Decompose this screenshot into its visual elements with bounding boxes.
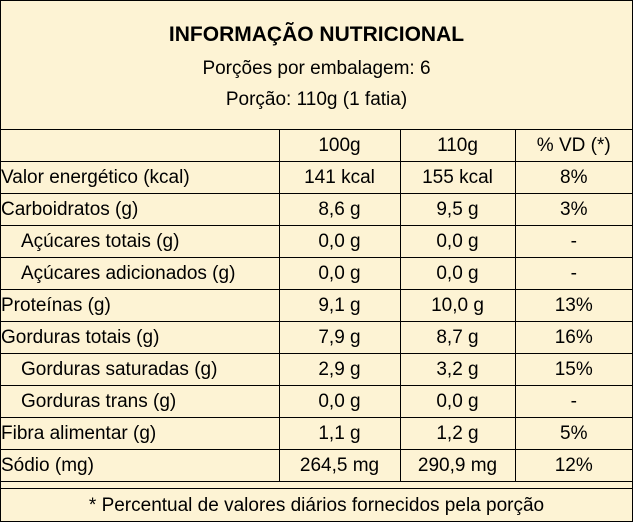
servings-per-package: Porções por embalagem: 6: [202, 58, 431, 79]
table-row: Gorduras saturadas (g) 2,9 g 3,2 g 15%: [1, 353, 632, 386]
footnote: * Percentual de valores diários fornecid…: [1, 488, 632, 522]
value-vd: 5%: [514, 417, 632, 450]
value-100g: 0,0 g: [278, 225, 401, 258]
value-vd: 8%: [514, 161, 632, 194]
nutrition-title: INFORMAÇÃO NUTRICIONAL: [168, 23, 465, 46]
nutrient-name: Gorduras saturadas (g): [1, 353, 280, 386]
value-vd: 12%: [514, 449, 632, 482]
nutrient-name: Açúcares adicionados (g): [1, 257, 280, 290]
value-110g: 155 kcal: [399, 161, 516, 194]
value-100g: 0,0 g: [278, 257, 401, 290]
value-vd: 13%: [514, 289, 632, 322]
table-row: Gorduras trans (g) 0,0 g 0,0 g -: [1, 385, 632, 418]
nutrient-name: Carboidratos (g): [1, 193, 280, 226]
nutrient-name: Fibra alimentar (g): [1, 417, 280, 450]
value-vd: 16%: [514, 321, 632, 354]
portion-size: Porção: 110g (1 fatia): [225, 89, 408, 110]
value-100g: 9,1 g: [278, 289, 401, 322]
value-110g: 0,0 g: [399, 225, 516, 258]
header-cell-vd: % VD (*): [514, 130, 632, 162]
value-100g: 141 kcal: [278, 161, 401, 194]
header-cell-100g: 100g: [278, 130, 401, 162]
nutrient-name: Proteínas (g): [1, 289, 280, 322]
value-110g: 0,0 g: [399, 257, 516, 290]
value-110g: 0,0 g: [399, 385, 516, 418]
value-110g: 3,2 g: [399, 353, 516, 386]
table-row: Carboidratos (g) 8,6 g 9,5 g 3%: [1, 193, 632, 226]
table-row: Gorduras totais (g) 7,9 g 8,7 g 16%: [1, 321, 632, 354]
nutrient-name: Gorduras trans (g): [1, 385, 280, 418]
table-row: Açúcares totais (g) 0,0 g 0,0 g -: [1, 225, 632, 258]
value-vd: 15%: [514, 353, 632, 386]
value-100g: 264,5 mg: [278, 449, 401, 482]
value-110g: 9,5 g: [399, 193, 516, 226]
value-100g: 7,9 g: [278, 321, 401, 354]
table-header-row: 100g 110g % VD (*): [1, 130, 632, 162]
table-row: Sódio (mg) 264,5 mg 290,9 mg 12%: [1, 449, 632, 482]
table-row: Valor energético (kcal) 141 kcal 155 kca…: [1, 161, 632, 194]
value-vd: -: [514, 257, 632, 290]
header-cell-110g: 110g: [399, 130, 516, 162]
value-110g: 1,2 g: [399, 417, 516, 450]
nutrient-name: Valor energético (kcal): [1, 161, 280, 194]
value-100g: 0,0 g: [278, 385, 401, 418]
value-110g: 290,9 mg: [399, 449, 516, 482]
nutrition-header: INFORMAÇÃO NUTRICIONAL Porções por embal…: [1, 1, 632, 130]
value-vd: 3%: [514, 193, 632, 226]
table-row: Proteínas (g) 9,1 g 10,0 g 13%: [1, 289, 632, 322]
value-110g: 10,0 g: [399, 289, 516, 322]
value-vd: -: [514, 225, 632, 258]
value-110g: 8,7 g: [399, 321, 516, 354]
value-100g: 8,6 g: [278, 193, 401, 226]
nutrient-name: Açúcares totais (g): [1, 225, 280, 258]
nutrient-name: Sódio (mg): [1, 449, 280, 482]
value-vd: -: [514, 385, 632, 418]
header-cell-nutrient: [1, 130, 280, 162]
nutrient-name: Gorduras totais (g): [1, 321, 280, 354]
table-row: Fibra alimentar (g) 1,1 g 1,2 g 5%: [1, 417, 632, 450]
value-100g: 1,1 g: [278, 417, 401, 450]
nutrition-table: 100g 110g % VD (*) Valor energético (kca…: [1, 130, 632, 482]
value-100g: 2,9 g: [278, 353, 401, 386]
table-row: Açúcares adicionados (g) 0,0 g 0,0 g -: [1, 257, 632, 290]
